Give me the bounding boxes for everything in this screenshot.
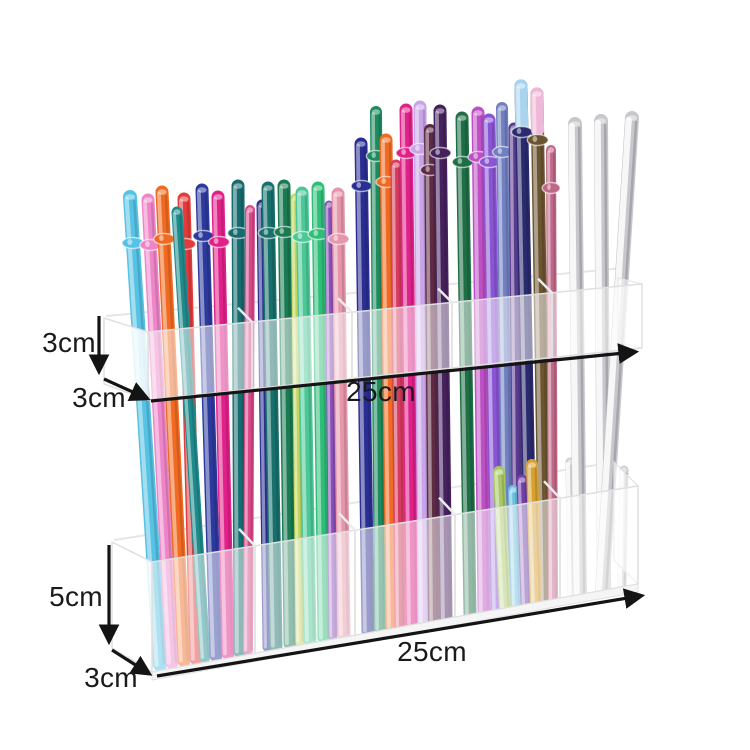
dimension-arrows — [88, 316, 646, 678]
upper-rail — [103, 277, 643, 402]
box-dividers — [254, 498, 561, 654]
arrow-rail-depth — [103, 377, 151, 402]
dim-label-rail-width: 25cm — [346, 376, 416, 407]
arrow-rail-width — [150, 343, 640, 403]
dim-label-base-depth: 3cm — [84, 662, 138, 693]
dim-label-base-height: 5cm — [49, 581, 103, 612]
dim-label-base-width: 25cm — [397, 636, 467, 667]
rail-dividers — [251, 292, 553, 389]
dim-label-rail-height: 3cm — [42, 327, 96, 358]
dim-label-rail-depth: 3cm — [72, 382, 126, 413]
arrow-base-depth — [111, 648, 153, 676]
arrow-base-width — [156, 588, 646, 678]
